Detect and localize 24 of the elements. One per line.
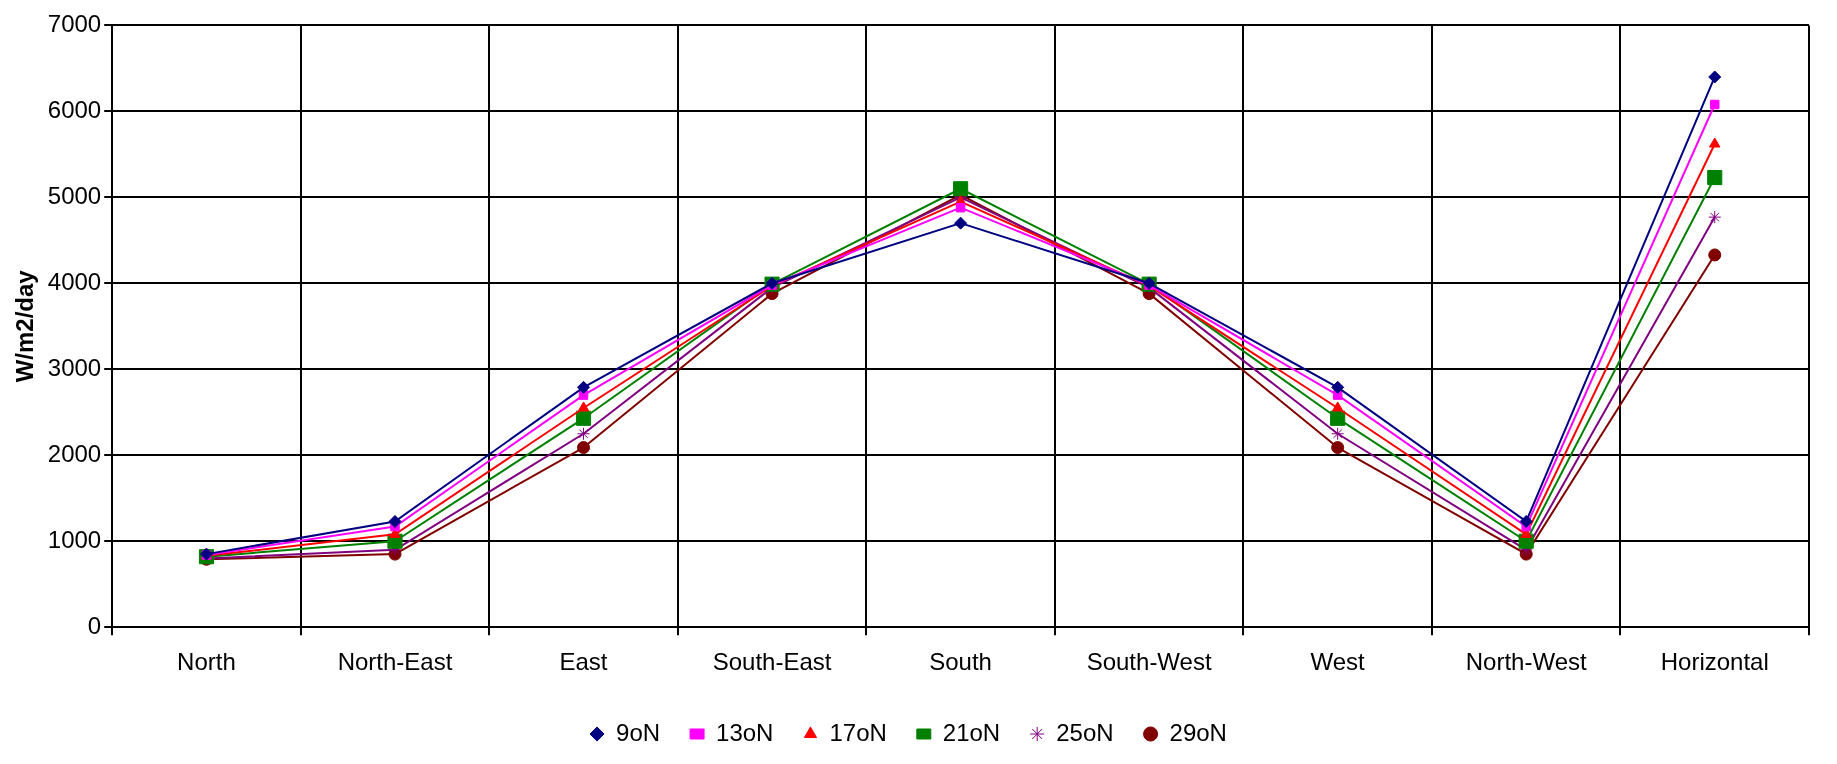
x-tick-label: East — [559, 648, 608, 676]
x-tick-label: South-West — [1086, 648, 1212, 676]
y-tick-label: 1000 — [47, 525, 102, 553]
x-tick-label: West — [1310, 648, 1366, 676]
x-tick-label: North-West — [1465, 648, 1587, 676]
y-tick-label: 4000 — [47, 267, 102, 295]
legend-label: 13oN — [716, 718, 774, 746]
y-tick-label: 2000 — [47, 439, 102, 467]
x-tick-label: North-East — [337, 648, 453, 676]
y-tick-label: 3000 — [47, 353, 102, 381]
x-tick-label: Horizontal — [1660, 648, 1769, 676]
legend-label: 21oN — [942, 718, 1001, 746]
y-axis-title: W/m2/day — [11, 269, 39, 383]
x-tick-label: South — [929, 648, 992, 676]
legend-label: 29oN — [1169, 718, 1227, 746]
y-tick-label: 7000 — [47, 10, 102, 38]
x-tick-label: North — [177, 648, 236, 676]
legend-label: 25oN — [1056, 718, 1114, 746]
x-tick-label: South-East — [712, 648, 832, 676]
legend-label: 17oN — [829, 718, 887, 746]
legend-label: 9oN — [616, 718, 661, 746]
y-tick-label: 6000 — [47, 96, 102, 123]
y-tick-label: 5000 — [47, 181, 102, 209]
y-tick-label: 0 — [87, 611, 102, 639]
